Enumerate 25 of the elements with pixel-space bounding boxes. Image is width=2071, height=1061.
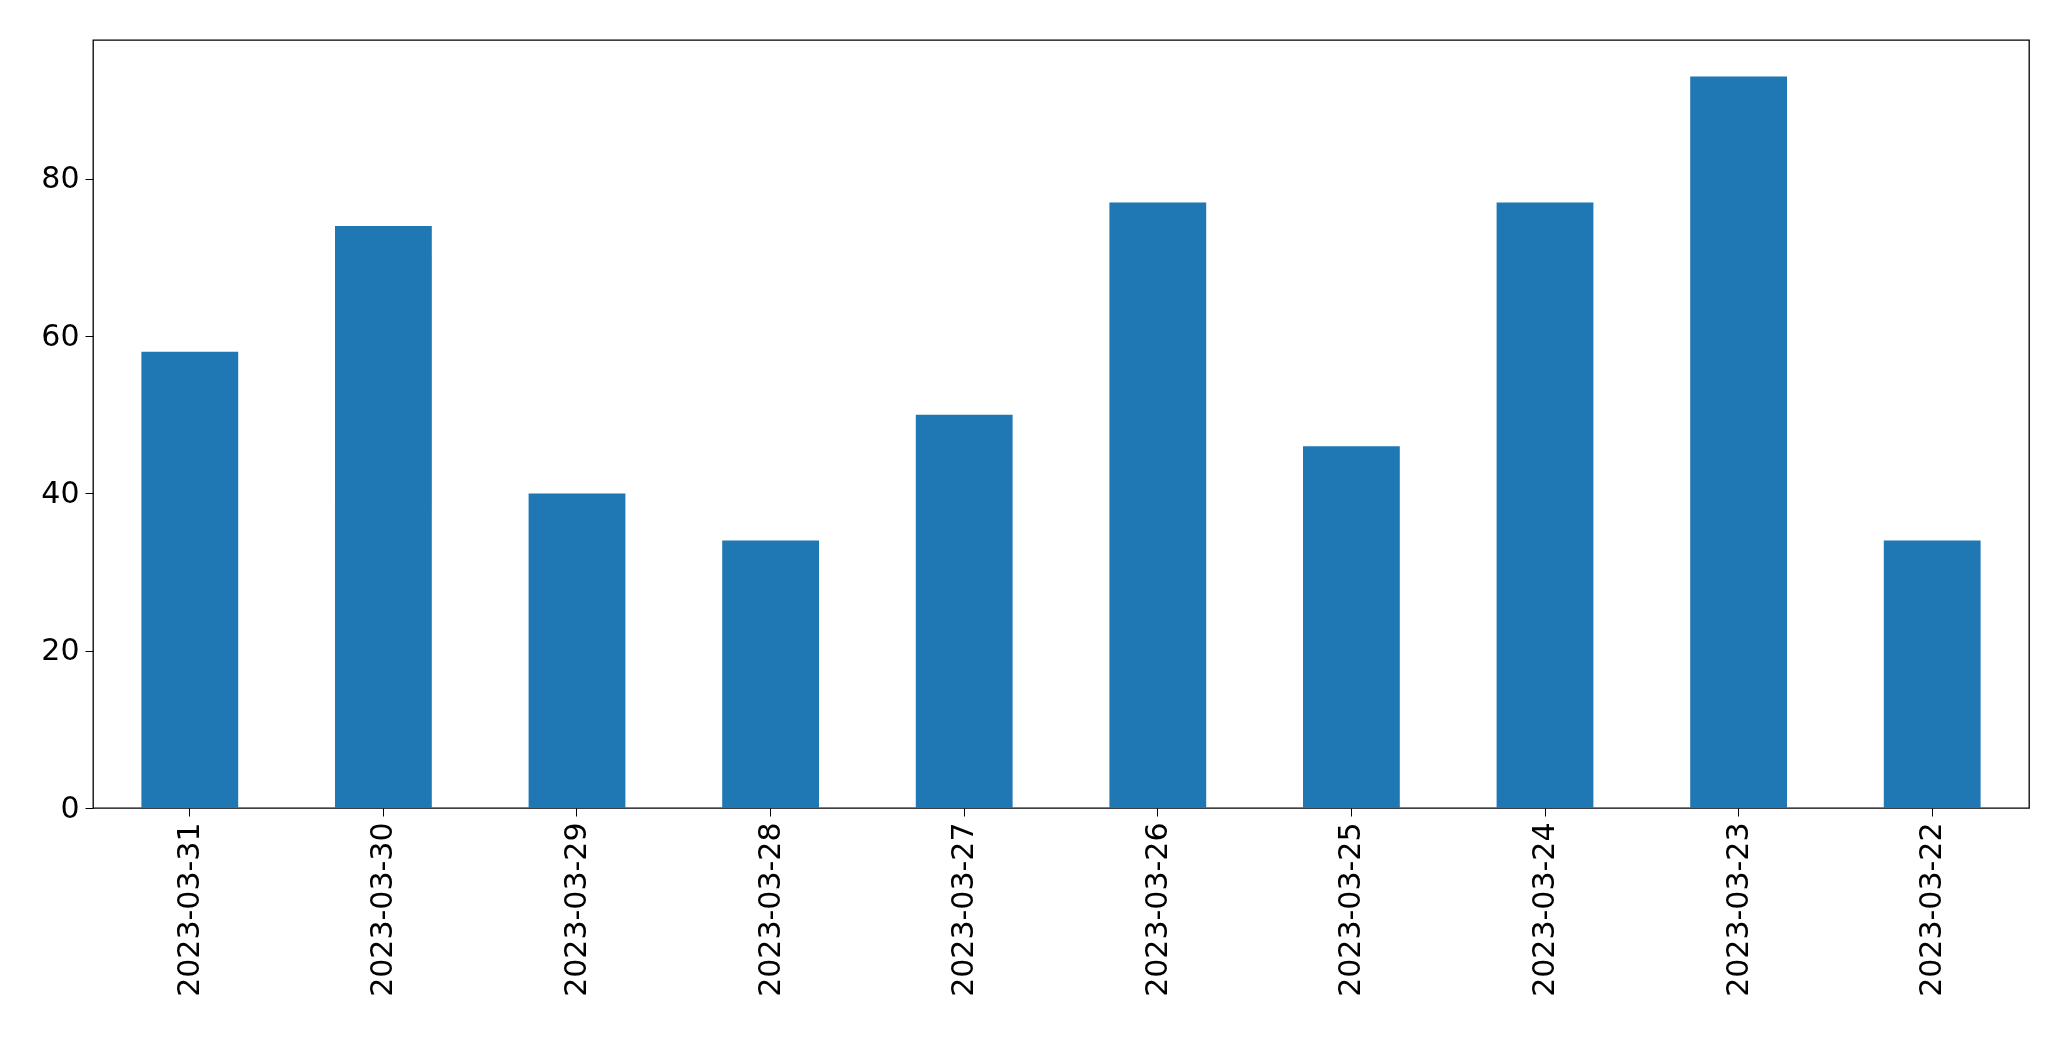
x-tick-label: 2023-03-24 (1526, 822, 1561, 997)
y-tick-label: 80 (41, 160, 80, 196)
x-tick-label: 2023-03-23 (1719, 822, 1755, 997)
x-tick-label: 2023-03-29 (558, 822, 593, 997)
bar (1303, 446, 1400, 808)
x-tick-label: 2023-03-25 (1332, 822, 1368, 997)
bar (141, 351, 239, 808)
bar (528, 493, 626, 808)
bar (1496, 202, 1594, 808)
y-tick-label: 60 (41, 317, 80, 353)
y-tick-label: 40 (41, 474, 80, 510)
x-tick-label: 2023-03-22 (1913, 822, 1949, 997)
bar (1690, 76, 1787, 808)
bar (1883, 540, 1981, 808)
x-tick-label: 2023-03-28 (751, 822, 787, 997)
x-tick-label: 2023-03-30 (364, 822, 400, 997)
y-tick-label: 0 (60, 789, 80, 825)
bar (722, 540, 819, 808)
x-tick-label: 2023-03-26 (1138, 822, 1174, 997)
bar (335, 226, 432, 808)
bar (915, 414, 1013, 808)
x-tick-label: 2023-03-27 (945, 822, 981, 997)
x-tick-label: 2023-03-31 (170, 822, 206, 997)
y-tick-label: 20 (41, 632, 80, 668)
bar (1109, 202, 1207, 808)
